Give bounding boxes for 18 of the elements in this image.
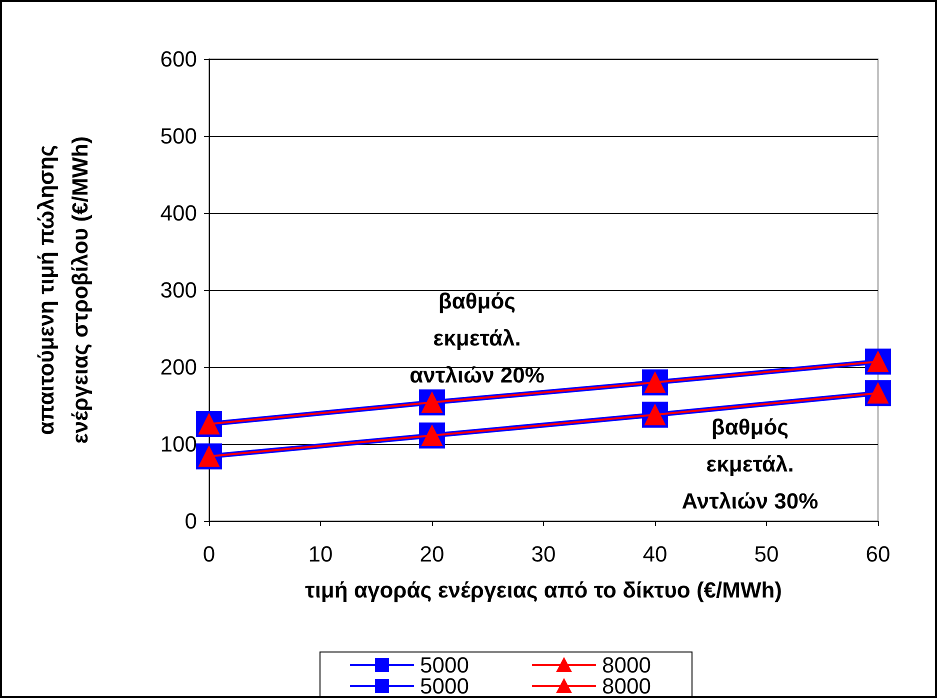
y-tick-label: 500 bbox=[160, 124, 197, 148]
x-tick-label: 50 bbox=[754, 542, 779, 566]
y-axis-title: απαιτούμενη τιμή πώλησης ενέργειας στροβίλου (€/MWh) bbox=[34, 136, 92, 444]
annotation: βαθμός εκμετάλ. Αντλιών 30% bbox=[682, 414, 818, 514]
y-tick-label: 0 bbox=[184, 508, 197, 534]
x-tick-label: 20 bbox=[420, 542, 444, 566]
y-tick-label: 200 bbox=[160, 354, 197, 380]
y-tick-label: 400 bbox=[160, 200, 197, 226]
x-tick-label: 40 bbox=[642, 542, 668, 566]
y-tick-label: 300 bbox=[160, 278, 197, 302]
y-tick-label: 600 bbox=[160, 46, 197, 72]
x-tick-label: 10 bbox=[308, 542, 333, 566]
x-tick-label: 60 bbox=[866, 542, 890, 566]
x-axis-title: τιμή αγοράς ενέργειας από το δίκτυο (€/MWh) bbox=[304, 578, 782, 602]
x-tick-label: 0 bbox=[202, 542, 216, 566]
y-tick-label: 100 bbox=[160, 432, 197, 456]
x-tick-label: 30 bbox=[531, 542, 556, 566]
annotation: βαθμός εκμετάλ. αντλιών 20% bbox=[410, 288, 544, 388]
